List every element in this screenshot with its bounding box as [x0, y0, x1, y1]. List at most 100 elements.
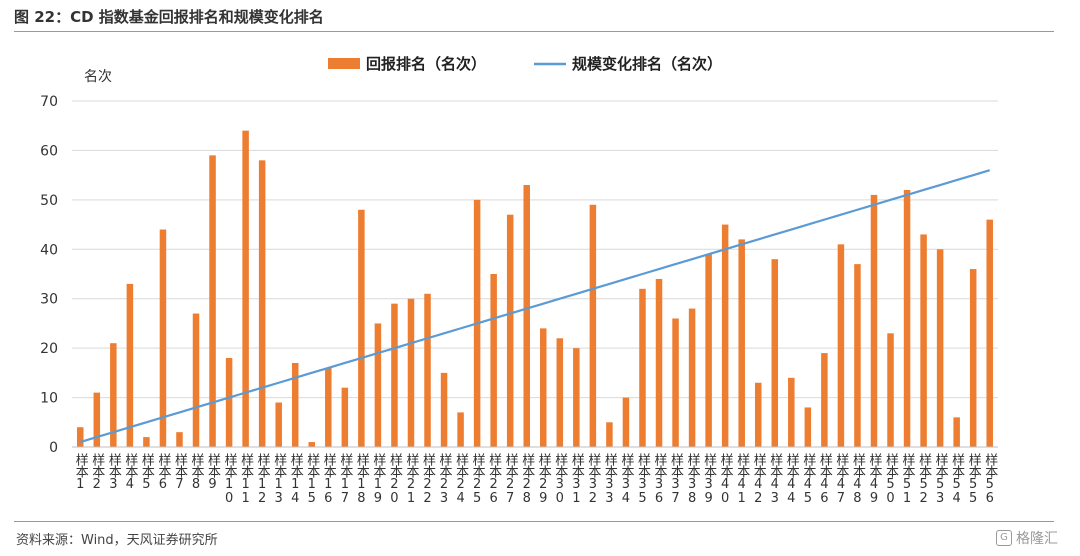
- x-tick-label: 样本13: [271, 453, 287, 505]
- x-tick-label: 样本11: [238, 453, 254, 505]
- legend-swatch-bar: [328, 58, 360, 69]
- bar: [391, 303, 398, 447]
- x-tick-label: 样本44: [784, 453, 800, 505]
- x-tick-label: 样本10: [222, 453, 238, 505]
- y-axis-unit-label: 名次: [84, 69, 112, 85]
- x-tick-label: 样本37: [668, 453, 684, 505]
- chart-area: 0 10 20 30 40 50 60 70 名次 样本1 样本2 样本3 样本4 样本5 样本6 样本7…: [40, 55, 998, 505]
- x-tick-label: 样本40: [718, 453, 734, 505]
- x-tick-label: 样本45: [800, 453, 816, 505]
- x-tick-label: 样本24: [453, 453, 469, 505]
- bar: [721, 224, 729, 447]
- x-tick-label: 样本16: [321, 453, 337, 505]
- x-tick-label: 样本4: [122, 453, 138, 491]
- x-tick-label: 样本48: [850, 453, 866, 505]
- x-tick-label: 样本18: [354, 453, 370, 505]
- x-tick-label: 样本53: [933, 453, 949, 505]
- x-tick-label: 样本9: [205, 453, 221, 491]
- x-tick-label: 样本42: [751, 453, 767, 505]
- bar: [341, 387, 349, 447]
- bar: [771, 259, 779, 447]
- bar: [523, 185, 530, 447]
- bar: [837, 244, 845, 447]
- bar: [424, 293, 431, 447]
- x-tick-label: 样本7: [172, 453, 188, 491]
- line-series: [79, 169, 991, 444]
- bar: [192, 313, 200, 447]
- x-tick-label: 样本5: [139, 453, 155, 491]
- bar: [506, 214, 514, 447]
- bar: [209, 155, 216, 447]
- bar: [407, 298, 415, 447]
- x-tick-label: 样本55: [966, 453, 982, 505]
- bar: [490, 274, 497, 447]
- bar: [738, 239, 745, 447]
- bar: [573, 348, 580, 447]
- bar: [358, 209, 365, 447]
- bar: [93, 392, 101, 447]
- bar: [225, 358, 233, 447]
- x-tick-label: 样本20: [387, 453, 403, 505]
- bar: [77, 427, 84, 447]
- bar: [804, 407, 812, 447]
- x-tick-label: 样本34: [618, 453, 634, 505]
- y-tick-label: 70: [40, 94, 58, 110]
- bar: [606, 422, 613, 447]
- bar: [672, 318, 679, 447]
- x-tick-label: 样本25: [470, 453, 486, 505]
- bar: [308, 442, 316, 447]
- y-tick-labels: 0 10 20 30 40 50 60 70: [40, 94, 58, 456]
- x-tick-label: 样本28: [519, 453, 535, 505]
- bar: [821, 353, 828, 447]
- x-tick-label: 样本27: [503, 453, 518, 505]
- x-tick-label: 样本17: [337, 453, 353, 505]
- x-tick-label: 样本3: [106, 453, 122, 491]
- bar-series: [77, 130, 993, 448]
- bar: [143, 437, 150, 447]
- x-tick-label: 样本14: [288, 453, 304, 505]
- x-tick-label: 样本54: [949, 453, 965, 505]
- watermark-logo-icon: G: [996, 530, 1012, 546]
- x-tick-label: 样本29: [536, 453, 552, 505]
- watermark-text: 格隆汇: [1016, 531, 1058, 547]
- top-divider: [14, 31, 1054, 32]
- bar: [854, 264, 861, 447]
- bar: [242, 130, 249, 447]
- x-tick-label: 样本32: [585, 453, 601, 505]
- bar: [754, 382, 762, 447]
- bar: [291, 362, 299, 447]
- bar: [159, 229, 167, 447]
- x-tick-label: 样本49: [866, 453, 882, 505]
- bar: [374, 323, 382, 447]
- x-tick-label: 样本52: [916, 453, 932, 505]
- x-tick-label: 样本2: [89, 453, 105, 491]
- bar: [540, 328, 547, 447]
- x-tick-label: 样本1: [73, 453, 89, 491]
- bar: [457, 412, 464, 447]
- x-tick-label: 样本46: [817, 453, 833, 505]
- x-tick-label: 样本51: [900, 453, 916, 505]
- bar: [258, 160, 266, 448]
- y-tick-label: 30: [40, 292, 58, 308]
- bar: [440, 372, 448, 447]
- bar: [639, 288, 646, 447]
- bar: [589, 204, 597, 447]
- bar: [903, 189, 911, 447]
- x-tick-label: 样本22: [420, 453, 436, 505]
- bar: [688, 308, 696, 447]
- bottom-divider: [14, 521, 1054, 522]
- x-tick-label: 样本15: [304, 453, 320, 505]
- x-tick-label: 样本50: [883, 453, 899, 505]
- bar: [325, 367, 332, 447]
- series-line: [79, 169, 991, 444]
- bar: [936, 249, 944, 447]
- x-tick-labels: 样本1 样本2 样本3 样本4 样本5 样本6 样本7 样本8 样本9 样本10 样本11 样本12 样…: [73, 453, 998, 505]
- x-tick-label: 样本35: [635, 453, 651, 505]
- x-tick-label: 样本47: [833, 453, 849, 505]
- y-tick-label: 60: [40, 143, 58, 159]
- bar: [969, 269, 977, 447]
- y-tick-label: 40: [40, 242, 58, 258]
- x-tick-label: 样本36: [652, 453, 668, 505]
- legend: 回报排名（名次） 规模变化排名（名次）: [328, 55, 722, 73]
- x-tick-label: 样本39: [701, 453, 717, 505]
